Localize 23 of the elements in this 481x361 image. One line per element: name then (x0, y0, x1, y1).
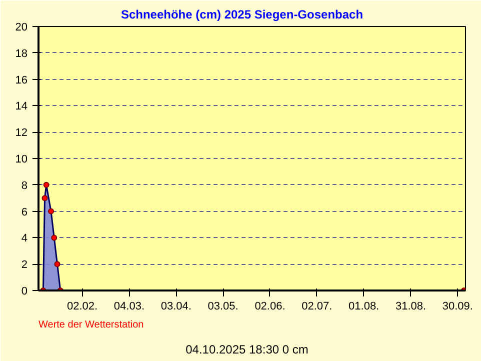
y-tick-label: 6 (21, 206, 28, 218)
y-tick-label: 16 (15, 74, 28, 86)
x-tick-label: 04.03. (114, 300, 145, 312)
x-tick-label: 02.07. (302, 300, 332, 312)
y-tick-label: 18 (15, 48, 28, 60)
x-tick-label: 03.04. (160, 300, 192, 312)
x-tick-label: 31.08. (395, 300, 426, 312)
y-tick-label: 20 (15, 22, 28, 34)
x-tick-label: 30.09. (442, 300, 473, 312)
text: Werte der Wetterstation (38, 320, 144, 330)
y-tick-label: 8 (21, 180, 28, 192)
y-tick-label: 14 (15, 100, 28, 113)
chart-title: Schneehöhe (cm) 2025 Siegen-Gosenbach (120, 8, 364, 22)
x-tick-label: 03.05. (208, 300, 238, 312)
x-tick-label: 02.06. (254, 300, 286, 312)
y-tick-label: 0 (21, 286, 28, 298)
text: 04.10.2025 18:30 0 cm (186, 342, 308, 356)
y-tick-label: 4 (21, 232, 28, 245)
x-tick-label: 02.02. (67, 300, 98, 312)
x-tick-label: 01.08. (348, 300, 380, 312)
y-tick-label: 12 (15, 127, 28, 140)
y-tick-label: 10 (15, 154, 28, 166)
y-tick-label: 2 (21, 259, 28, 272)
